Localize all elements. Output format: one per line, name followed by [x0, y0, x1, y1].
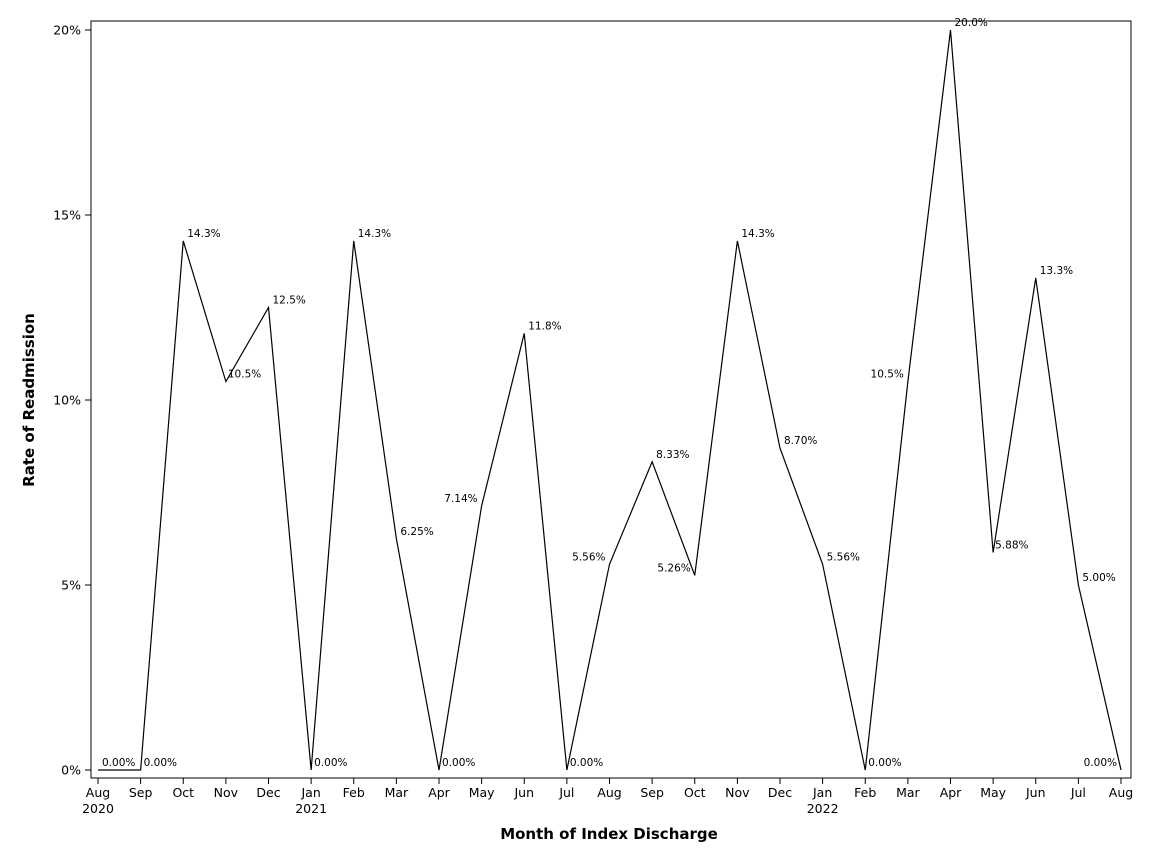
- data-label: 10.5%: [871, 369, 904, 381]
- x-tick-label: Jul: [1070, 785, 1086, 800]
- data-label: 0.00%: [1084, 757, 1117, 769]
- x-tick-label: Sep: [129, 785, 153, 800]
- x-tick-label: Dec: [768, 785, 792, 800]
- x-tick-label: Aug: [1109, 785, 1133, 800]
- data-label: 14.3%: [741, 228, 774, 240]
- x-tick-label: Oct: [172, 785, 194, 800]
- series-line: [98, 29, 1122, 771]
- x-tick-label: Mar: [385, 785, 409, 800]
- x-tick-label: Aug: [86, 785, 110, 800]
- data-label: 8.33%: [656, 449, 689, 461]
- data-label: 0.00%: [570, 757, 603, 769]
- data-label: 5.56%: [572, 551, 605, 563]
- data-label: 0.00%: [868, 757, 901, 769]
- x-tick-label: Jul: [558, 785, 574, 800]
- data-label: 14.3%: [187, 228, 220, 240]
- x-tick-label: Oct: [684, 785, 706, 800]
- data-label: 5.88%: [995, 539, 1028, 551]
- y-tick-label: 10%: [53, 393, 81, 408]
- x-tick-year-label: 2020: [82, 801, 114, 816]
- y-tick-label: 20%: [53, 23, 81, 38]
- x-tick-label: Feb: [343, 785, 365, 800]
- data-label: 8.70%: [784, 435, 817, 447]
- x-tick-label: Dec: [256, 785, 280, 800]
- data-label: 0.00%: [314, 757, 347, 769]
- y-axis-title: Rate of Readmission: [20, 313, 38, 487]
- x-tick-year-label: 2022: [807, 801, 839, 816]
- data-label: 6.25%: [400, 526, 433, 538]
- data-label: 13.3%: [1040, 265, 1073, 277]
- data-label: 5.26%: [657, 562, 690, 574]
- x-tick-label: Jan: [812, 785, 832, 800]
- plot-frame: [90, 20, 1132, 779]
- x-tick-label: Sep: [640, 785, 664, 800]
- x-tick-label: Jan: [300, 785, 320, 800]
- data-label: 7.14%: [444, 493, 477, 505]
- data-label: 5.56%: [827, 551, 860, 563]
- y-tick-label: 5%: [61, 578, 81, 593]
- data-label: 10.5%: [228, 369, 261, 381]
- x-tick-label: Aug: [597, 785, 621, 800]
- data-label: 11.8%: [528, 320, 561, 332]
- y-tick-label: 15%: [53, 208, 81, 223]
- x-tick-year-label: 2021: [295, 801, 327, 816]
- x-tick-label: Mar: [896, 785, 920, 800]
- data-label: 14.3%: [358, 228, 391, 240]
- data-label: 20.0%: [955, 17, 988, 29]
- x-tick-label: Nov: [725, 785, 750, 800]
- data-label: 12.5%: [273, 295, 306, 307]
- x-tick-label: Jun: [1025, 785, 1046, 800]
- data-label: 0.00%: [102, 757, 135, 769]
- x-tick-label: Feb: [854, 785, 876, 800]
- x-tick-label: Apr: [940, 785, 962, 800]
- x-tick-label: Nov: [214, 785, 239, 800]
- y-tick-label: 0%: [61, 763, 81, 778]
- x-tick-label: May: [980, 785, 1006, 800]
- data-label: 0.00%: [144, 757, 177, 769]
- x-axis-title: Month of Index Discharge: [500, 825, 718, 843]
- data-label: 5.00%: [1082, 572, 1115, 584]
- x-tick-label: May: [469, 785, 495, 800]
- x-tick-label: Apr: [428, 785, 450, 800]
- data-label: 0.00%: [442, 757, 475, 769]
- x-tick-label: Jun: [513, 785, 534, 800]
